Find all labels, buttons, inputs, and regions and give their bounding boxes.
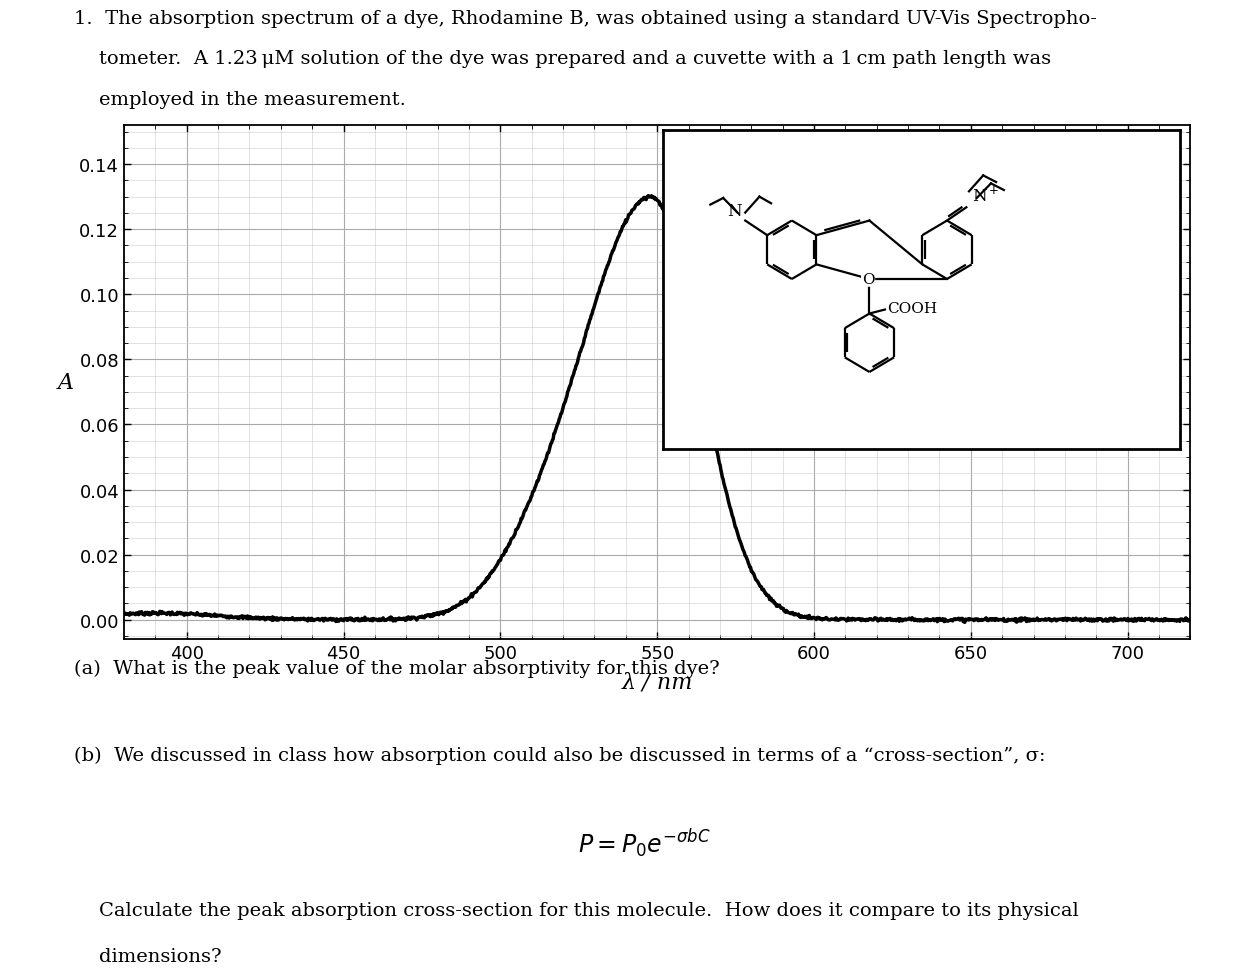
- Text: 1.  The absorption spectrum of a dye, Rhodamine B, was obtained using a standard: 1. The absorption spectrum of a dye, Rho…: [74, 10, 1097, 28]
- Text: $P = P_0 e^{-\sigma b C}$: $P = P_0 e^{-\sigma b C}$: [578, 827, 712, 860]
- Text: employed in the measurement.: employed in the measurement.: [74, 91, 407, 109]
- Text: (b)  We discussed in class how absorption could also be discussed in terms of a : (b) We discussed in class how absorption…: [74, 746, 1045, 764]
- X-axis label: λ / nm: λ / nm: [621, 671, 693, 693]
- Text: dimensions?: dimensions?: [74, 948, 222, 965]
- Y-axis label: A: A: [57, 372, 73, 393]
- Text: (a)  What is the peak value of the molar absorptivity for this dye?: (a) What is the peak value of the molar …: [74, 659, 720, 677]
- Text: tometer.  A 1.23 μM solution of the dye was prepared and a cuvette with a 1 cm p: tometer. A 1.23 μM solution of the dye w…: [74, 50, 1052, 68]
- Text: Calculate the peak absorption cross-section for this molecule.  How does it comp: Calculate the peak absorption cross-sect…: [74, 901, 1079, 919]
